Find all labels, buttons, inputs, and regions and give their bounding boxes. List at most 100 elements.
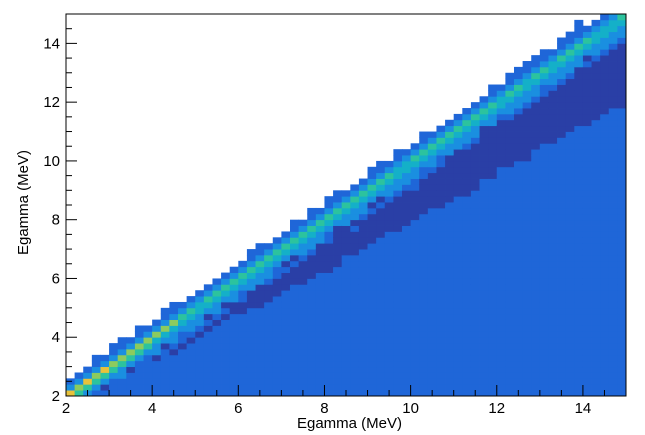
heatmap-cell (496, 202, 506, 209)
heatmap-cell (376, 354, 386, 362)
heatmap-cell (531, 84, 541, 91)
heatmap-cell (255, 354, 265, 362)
heatmap-cell (427, 343, 437, 350)
heatmap-cell (333, 231, 343, 238)
heatmap-cell (445, 284, 455, 291)
heatmap-cell (333, 366, 343, 373)
heatmap-cell (195, 360, 205, 368)
heatmap-cell (470, 108, 480, 115)
heatmap-cell (246, 266, 256, 273)
heatmap-cell (427, 290, 437, 297)
heatmap-cell (453, 372, 463, 379)
heatmap-cell (358, 272, 368, 279)
heatmap-cell (402, 390, 412, 397)
heatmap-cell (315, 337, 325, 344)
heatmap-cell (350, 196, 360, 203)
heatmap-cell (272, 366, 282, 373)
heatmap-cell (565, 66, 575, 74)
heatmap-cell (565, 343, 575, 350)
heatmap-cell (290, 360, 300, 368)
heatmap-cell (565, 155, 575, 162)
heatmap-cell (514, 243, 524, 250)
heatmap-cell (488, 113, 498, 121)
heatmap-cell (548, 384, 558, 391)
heatmap-cell (281, 360, 291, 368)
heatmap-cell (178, 378, 188, 385)
heatmap-cell (419, 378, 429, 385)
heatmap-cell (143, 325, 153, 332)
heatmap-cell (333, 331, 343, 338)
heatmap-cell (410, 325, 420, 332)
heatmap-cell (376, 301, 386, 309)
heatmap-cell (221, 390, 231, 397)
heatmap-cell (488, 178, 498, 185)
heatmap-cell (548, 108, 558, 115)
heatmap-cell (557, 284, 567, 291)
heatmap-cell (333, 213, 343, 221)
heatmap-cell (376, 366, 386, 373)
heatmap-cell (514, 231, 524, 238)
heatmap-cell (445, 243, 455, 250)
heatmap-cell (488, 213, 498, 221)
heatmap-cell (238, 325, 248, 332)
heatmap-cell (324, 307, 334, 315)
heatmap-cell (574, 66, 584, 74)
heatmap-cell (600, 296, 610, 303)
heatmap-cell (591, 272, 601, 279)
heatmap-cell (600, 84, 610, 91)
heatmap-cell (427, 278, 437, 285)
heatmap-cell (117, 384, 127, 391)
heatmap-cell (419, 284, 429, 291)
heatmap-cell (479, 108, 489, 115)
heatmap-cell (367, 237, 377, 244)
heatmap-cell (393, 331, 403, 338)
heatmap-cell (600, 384, 610, 391)
heatmap-cell (453, 237, 463, 244)
heatmap-cell (376, 213, 386, 221)
heatmap-cell (341, 231, 351, 238)
heatmap-cell (617, 249, 627, 256)
heatmap-cell (488, 125, 498, 132)
heatmap-cell (427, 384, 437, 391)
heatmap-cell (574, 266, 584, 273)
heatmap-cell (574, 384, 584, 391)
heatmap-cell (246, 331, 256, 338)
heatmap-cell (514, 254, 524, 262)
heatmap-cell (514, 219, 524, 226)
heatmap-cell (402, 190, 412, 197)
heatmap-cell (324, 231, 334, 238)
heatmap-cell (410, 272, 420, 279)
heatmap-cell (324, 325, 334, 332)
heatmap-cell (574, 166, 584, 174)
heatmap-cell (376, 296, 386, 303)
heatmap-cell (470, 337, 480, 344)
heatmap-cell (522, 184, 532, 191)
heatmap-cell (315, 366, 325, 373)
heatmap-cell (410, 266, 420, 273)
heatmap-cell (496, 160, 506, 168)
heatmap-cell (298, 296, 308, 303)
heatmap-cell (169, 319, 179, 326)
heatmap-cell (298, 313, 308, 320)
heatmap-cell (539, 160, 549, 168)
heatmap-cell (358, 225, 368, 232)
heatmap-cell (574, 337, 584, 344)
heatmap-cell (436, 166, 446, 174)
heatmap-cell (402, 213, 412, 221)
heatmap-cell (479, 390, 489, 397)
heatmap-cell (496, 337, 506, 344)
heatmap-cell (514, 343, 524, 350)
heatmap-cell (531, 337, 541, 344)
heatmap-cell (160, 331, 170, 338)
heatmap-cell (505, 331, 515, 338)
heatmap-cell (600, 196, 610, 203)
heatmap-cell (350, 384, 360, 391)
heatmap-cell (264, 272, 274, 279)
heatmap-cell (350, 254, 360, 262)
heatmap-cell (324, 372, 334, 379)
heatmap-cell (350, 307, 360, 315)
heatmap-cell (307, 343, 317, 350)
heatmap-cell (453, 278, 463, 285)
heatmap-cell (384, 231, 394, 238)
heatmap-cell (402, 178, 412, 185)
